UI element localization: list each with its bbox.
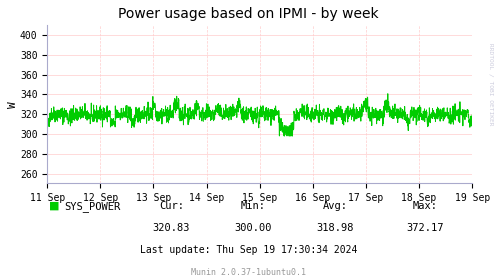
Text: 320.83: 320.83: [153, 223, 190, 233]
Text: Max:: Max:: [413, 200, 437, 211]
Text: 318.98: 318.98: [317, 223, 354, 233]
Text: ■: ■: [49, 200, 59, 211]
Text: Power usage based on IPMI - by week: Power usage based on IPMI - by week: [118, 7, 379, 21]
Text: RRDTOOL / TOBI OETIKER: RRDTOOL / TOBI OETIKER: [489, 43, 494, 125]
Y-axis label: W: W: [8, 101, 18, 108]
Text: Min:: Min:: [241, 200, 266, 211]
Text: SYS_POWER: SYS_POWER: [65, 200, 121, 211]
Text: 300.00: 300.00: [235, 223, 272, 233]
Text: Munin 2.0.37-1ubuntu0.1: Munin 2.0.37-1ubuntu0.1: [191, 268, 306, 277]
Text: Last update: Thu Sep 19 17:30:34 2024: Last update: Thu Sep 19 17:30:34 2024: [140, 245, 357, 255]
Text: Cur:: Cur:: [159, 200, 184, 211]
Text: Avg:: Avg:: [323, 200, 348, 211]
Text: 372.17: 372.17: [406, 223, 444, 233]
